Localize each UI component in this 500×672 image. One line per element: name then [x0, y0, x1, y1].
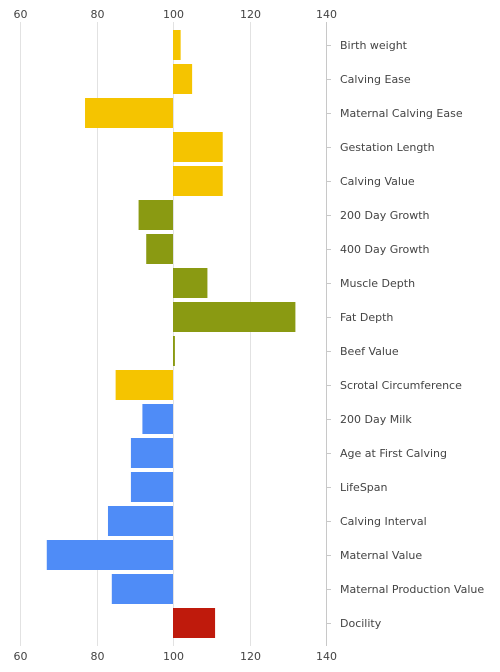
category-labels: Birth weight Calving Ease Maternal Calving… — [340, 39, 484, 630]
bar-calving-ease — [173, 64, 193, 94]
x-tick-label-top: 60 — [14, 8, 28, 21]
bar-fat-depth — [173, 302, 296, 332]
category-label: Scrotal Circumference — [340, 379, 462, 392]
category-label: Maternal Calving Ease — [340, 107, 463, 120]
category-label: LifeSpan — [340, 481, 388, 494]
x-tick-label-top: 80 — [91, 8, 105, 21]
bar-scrotal-circumference — [115, 370, 173, 400]
x-tick-label-top: 140 — [316, 8, 337, 21]
bar-age-at-first-calving — [130, 438, 173, 468]
x-tick-label-top: 100 — [163, 8, 184, 21]
x-tick-label-bottom: 100 — [163, 650, 184, 663]
bars — [46, 30, 296, 638]
category-label: Fat Depth — [340, 311, 393, 324]
category-label: Calving Interval — [340, 515, 427, 528]
category-label: Gestation Length — [340, 141, 435, 154]
category-label: 400 Day Growth — [340, 243, 430, 256]
x-tick-label-bottom: 80 — [91, 650, 105, 663]
bar-calving-interval — [107, 506, 173, 536]
bar-calving-value — [173, 166, 223, 196]
x-tick-label-bottom: 120 — [240, 650, 261, 663]
value-axis-ticks: 60 60 80 80 100 100 120 120 140 140 — [14, 8, 338, 663]
category-label: Calving Value — [340, 175, 415, 188]
bar-200-day-milk — [142, 404, 173, 434]
bar-beef-value — [173, 336, 175, 366]
bar-birth-weight — [173, 30, 181, 60]
bar-400-day-growth — [146, 234, 173, 264]
category-label: Age at First Calving — [340, 447, 447, 460]
category-label: Maternal Production Value — [340, 583, 484, 596]
category-label: Birth weight — [340, 39, 408, 52]
category-label: 200 Day Growth — [340, 209, 430, 222]
bar-muscle-depth — [173, 268, 208, 298]
category-label: 200 Day Milk — [340, 413, 412, 426]
bar-maternal-value — [46, 540, 173, 570]
category-label: Docility — [340, 617, 382, 630]
x-tick-label-bottom: 140 — [316, 650, 337, 663]
bar-docility — [173, 608, 216, 638]
bar-maternal-production-value — [111, 574, 173, 604]
bar-maternal-calving-ease — [85, 98, 173, 128]
category-label: Muscle Depth — [340, 277, 415, 290]
category-label: Calving Ease — [340, 73, 411, 86]
category-label: Beef Value — [340, 345, 399, 358]
category-axis — [326, 22, 331, 646]
bar-gestation-length — [173, 132, 223, 162]
x-tick-label-bottom: 60 — [14, 650, 28, 663]
bar-200-day-growth — [138, 200, 173, 230]
bar-lifespan — [130, 472, 173, 502]
x-tick-label-top: 120 — [240, 8, 261, 21]
category-label: Maternal Value — [340, 549, 422, 562]
